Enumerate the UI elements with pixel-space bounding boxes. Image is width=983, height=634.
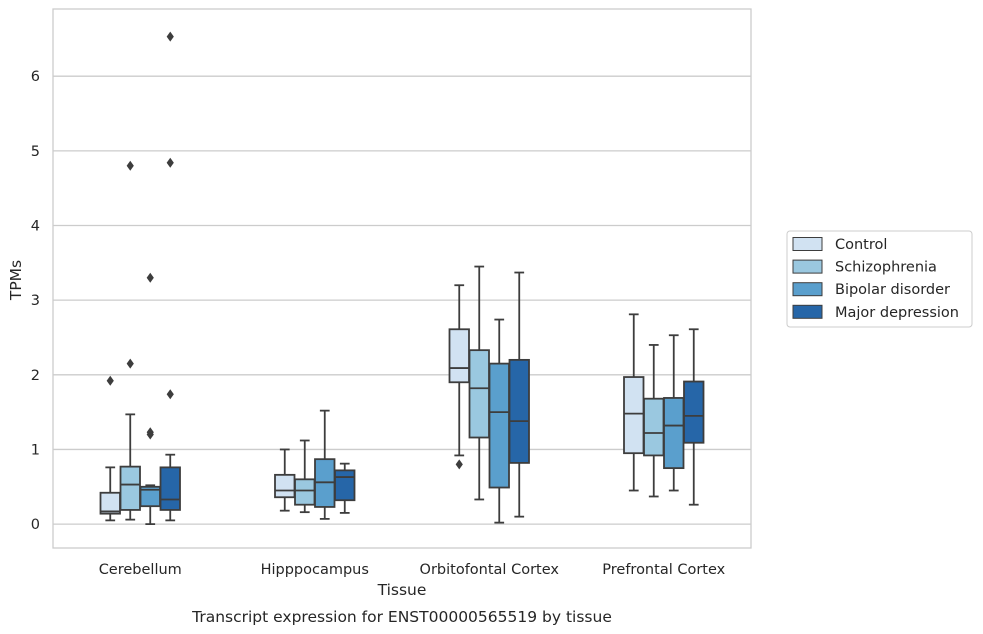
outlier-point [126,160,134,171]
box-2-0 [448,284,470,470]
legend-item: Major depression [792,304,959,321]
legend-swatch [792,282,823,297]
box-2-2 [488,318,510,524]
legend-item: Control [792,237,887,253]
x-tick-label: Prefrontal Cortex [602,562,725,578]
box-1-3 [334,462,356,514]
outlier-point [106,375,114,386]
box-2-1 [468,265,490,501]
legend-label: Control [835,237,887,253]
box-0-1 [119,160,141,521]
box-iqr [294,478,316,506]
box-3-2 [663,334,685,492]
box-iqr [468,349,490,439]
y-tick-label: 3 [31,293,40,309]
box-iqr [508,358,530,464]
legend-item: Schizophrenia [792,259,937,276]
box-iqr [663,397,685,470]
y-tick-labels: 0 1 2 3 4 5 6 [31,69,40,533]
legend: Control Schizophrenia Bipolar disorder Majo… [786,230,973,328]
outlier-point [166,389,174,400]
outlier-point [146,427,154,438]
box-0-2 [139,272,161,526]
box-iqr [334,469,356,502]
box-iqr [119,465,141,511]
legend-frame [786,230,973,328]
x-tick-label: Orbitofontal Cortex [420,562,560,578]
boxes-layer [99,31,705,526]
y-tick-label: 4 [31,218,40,234]
y-tick-label: 6 [31,69,40,85]
y-tick-label: 0 [31,517,40,533]
box-1-2 [314,409,336,520]
outlier-point [166,157,174,168]
box-3-3 [683,328,705,506]
gridlines [53,75,751,525]
box-iqr [159,466,181,511]
box-iqr [274,473,296,499]
box-3-1 [643,344,665,498]
box-3-0 [623,313,645,492]
legend-swatch [792,259,823,274]
y-tick-label: 5 [31,144,40,160]
box-1-0 [274,448,296,512]
legend-item: Bipolar disorder [792,282,950,298]
outlier-point [455,459,463,470]
legend-swatch [792,237,823,251]
chart-caption: Transcript expression for ENST0000056551… [191,608,612,626]
box-0-0 [99,375,121,522]
x-axis-label: Tissue [377,581,427,599]
x-tick-labels: Cerebellum Hipppocampus Orbitofontal Corte… [99,562,726,578]
box-iqr [683,380,705,444]
box-0-3 [159,31,181,522]
box-1-1 [294,439,316,514]
y-tick-label: 2 [31,368,40,384]
y-axis-label: TPMs [7,260,25,301]
box-2-3 [508,271,530,518]
box-iqr [643,397,665,457]
plot-frame [52,8,752,549]
outlier-point [146,272,154,283]
box-iqr [448,328,470,384]
legend-swatch [792,304,823,319]
outlier-point [126,358,134,369]
box-iqr [488,362,510,489]
box-iqr [623,376,645,455]
x-tick-label: Hipppocampus [261,562,369,578]
y-tick-label: 1 [31,442,40,458]
legend-label: Bipolar disorder [835,282,950,298]
outlier-point [166,31,174,42]
legend-label: Schizophrenia [835,260,937,276]
x-tick-label: Cerebellum [99,562,182,578]
legend-label: Major depression [835,305,959,321]
